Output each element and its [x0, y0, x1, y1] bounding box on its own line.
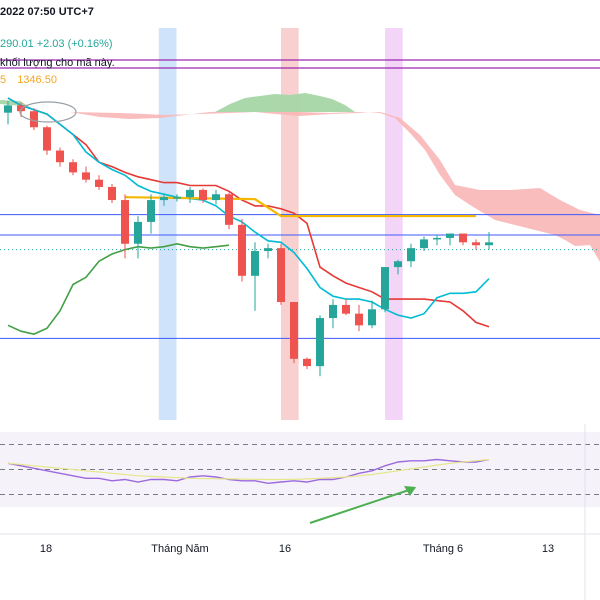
- candle-body: [316, 318, 324, 367]
- senkou-span-b-line: [124, 196, 476, 218]
- candle-body: [355, 313, 363, 326]
- candle-body: [147, 200, 155, 222]
- candle-body: [199, 189, 207, 201]
- candle-body: [17, 105, 25, 112]
- candle-body: [303, 358, 311, 367]
- time-axis: 18 Tháng Năm 16 Tháng 6 13: [40, 543, 554, 555]
- candle-body: [43, 127, 51, 151]
- rsi-line: [7, 458, 490, 485]
- header-price-change: 290.01 +2.03 (+0.16%): [0, 38, 113, 50]
- candle-body: [290, 302, 298, 359]
- kijun-sen-line: [7, 97, 490, 328]
- rsi-ma-line: [7, 458, 490, 481]
- ma-prefix: 5: [0, 74, 7, 86]
- candle-body: [264, 248, 272, 252]
- candle-body: [212, 194, 220, 201]
- cloud-bearish: [70, 111, 600, 262]
- candle-body: [420, 239, 428, 249]
- candle-body: [238, 224, 246, 276]
- cloud-bullish: [0, 100, 35, 110]
- candle-body: [4, 105, 12, 113]
- header-volume-notice: khối lượng cho mã này.: [0, 57, 115, 69]
- candle-body: [381, 267, 389, 310]
- horizontal-lines: [0, 214, 600, 339]
- candle-body: [82, 172, 90, 180]
- x-tick-label: 16: [279, 543, 291, 555]
- header-ma-readout: 5 1346.50: [0, 74, 57, 86]
- candle-body: [225, 194, 233, 225]
- x-tick-label: Tháng 6: [423, 543, 463, 555]
- candle-body: [459, 233, 467, 243]
- candle-body: [134, 221, 142, 244]
- highlight-bands: [158, 28, 403, 420]
- candles: [4, 101, 493, 377]
- candle-body: [56, 150, 64, 163]
- trend-arrow-head: [404, 486, 416, 496]
- candle-body: [186, 189, 194, 198]
- candle-body: [342, 304, 350, 314]
- ichimoku-cloud: [0, 93, 600, 262]
- candle-body: [30, 111, 38, 128]
- highlight-band: [158, 28, 177, 420]
- candle-body: [407, 248, 415, 262]
- chikou-span-line: [7, 242, 230, 335]
- candle-body: [251, 251, 259, 276]
- x-tick-label: 18: [40, 543, 52, 555]
- indicator-lines: [7, 97, 490, 335]
- candle-body: [329, 304, 337, 319]
- candle-body: [95, 179, 103, 187]
- cloud-bullish: [215, 93, 355, 112]
- ma-value: 1346.50: [17, 74, 57, 86]
- trend-arrow: [309, 487, 416, 524]
- highlight-band: [385, 28, 403, 420]
- candle-body: [277, 248, 285, 303]
- header-date: 2022 07:50 UTC+7: [0, 6, 94, 18]
- candle-body: [394, 261, 402, 268]
- candle-body: [485, 242, 493, 246]
- x-tick-label: 13: [542, 543, 554, 555]
- rsi-pane: [0, 432, 600, 507]
- candle-body: [433, 237, 441, 240]
- highlight-band: [281, 28, 299, 420]
- annotation-ellipse: [19, 101, 77, 123]
- candle-body: [446, 233, 454, 238]
- candle-body: [160, 197, 168, 201]
- x-tick-label: Tháng Năm: [151, 543, 208, 555]
- candle-body: [121, 200, 129, 244]
- candle-body: [108, 186, 116, 201]
- candle-body: [368, 309, 376, 326]
- candle-body: [69, 162, 77, 173]
- tenkan-sen-line: [7, 97, 490, 319]
- candle-body: [472, 242, 480, 246]
- candle-body: [173, 197, 181, 199]
